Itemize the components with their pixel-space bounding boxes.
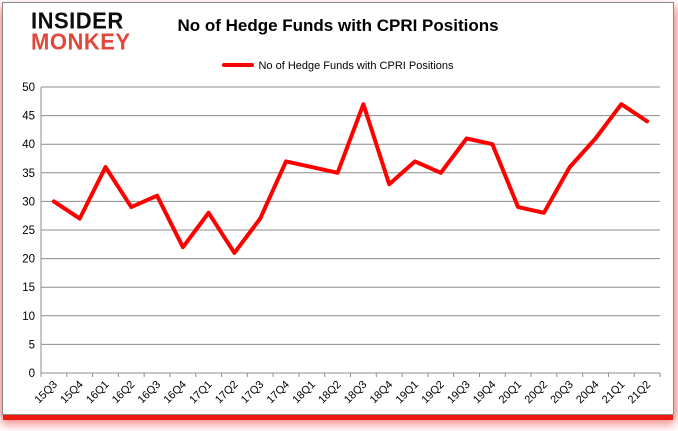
insider-monkey-logo: INSIDER MONKEY [31, 7, 131, 55]
x-axis-category-label: 20Q2 [523, 379, 551, 407]
x-axis-category-label: 20Q4 [574, 379, 602, 407]
x-axis-category-label: 16Q4 [161, 379, 189, 407]
legend-line-swatch [222, 63, 255, 68]
x-axis-category-label: 19Q4 [471, 379, 499, 407]
x-axis-category-label: 17Q2 [213, 379, 241, 407]
series-line-hedge-funds [51, 102, 650, 255]
y-axis-tick-label: 15 [22, 282, 35, 294]
x-axis-category-label: 19Q3 [445, 379, 473, 407]
y-axis-tick-label: 40 [22, 139, 35, 151]
x-axis-category-label: 21Q1 [600, 379, 628, 407]
line-chart: 0 5 10 15 20 25 30 35 40 45 50 15Q315Q416Q116Q216Q3… [22, 82, 661, 407]
chart-title: No of Hedge Funds with CPRI Positions [177, 16, 499, 35]
y-axis-tick-label: 25 [22, 225, 35, 237]
legend-label: No of Hedge Funds with CPRI Positions [258, 60, 454, 73]
x-axis-category-label: 17Q3 [239, 379, 267, 407]
y-axis-tick-label: 0 [29, 368, 35, 380]
x-axis-category-label: 18Q1 [290, 379, 318, 407]
x-axis-category-label: 19Q2 [419, 379, 447, 407]
x-axis-category-label: 17Q4 [265, 379, 293, 407]
y-axis-tick-label: 10 [22, 311, 35, 323]
x-axis-category-label: 16Q3 [136, 379, 164, 407]
x-axis-category-label: 20Q1 [497, 379, 525, 407]
x-axis-category-label: 16Q1 [84, 379, 112, 407]
logo-word-monkey: MONKEY [31, 28, 131, 55]
x-axis-category-label: 15Q3 [32, 379, 60, 407]
x-axis-category-label: 18Q4 [368, 379, 396, 407]
y-axis-tick-label: 50 [22, 82, 35, 94]
logo-word-insider: INSIDER [31, 7, 124, 34]
chart-legend: No of Hedge Funds with CPRI Positions [3, 60, 673, 72]
x-axis-category-label: 18Q3 [342, 379, 370, 407]
y-axis-tick-label: 30 [22, 196, 35, 208]
x-axis-category-label: 15Q4 [58, 379, 86, 407]
x-axis-category-label: 19Q1 [394, 379, 422, 407]
y-axis-tick-label: 45 [22, 111, 35, 123]
chart-panel: 0 5 10 15 20 25 30 35 40 45 50 15Q3 15Q4 16Q1 16Q2 16Q3… [2, 2, 674, 415]
x-axis-category-label: 18Q2 [316, 379, 344, 407]
y-axis-tick-label: 5 [29, 339, 35, 351]
chart-header: INSIDER MONKEY No of Hedge Funds with CP… [3, 3, 673, 83]
x-axis-category-label: 20Q3 [548, 379, 576, 407]
y-axis-tick-label: 35 [22, 168, 35, 180]
x-axis-category-label: 17Q1 [187, 379, 215, 407]
x-axis-category-label: 21Q2 [626, 379, 654, 407]
x-axis-category-label: 16Q2 [110, 379, 138, 407]
y-axis-tick-label: 20 [22, 254, 35, 266]
